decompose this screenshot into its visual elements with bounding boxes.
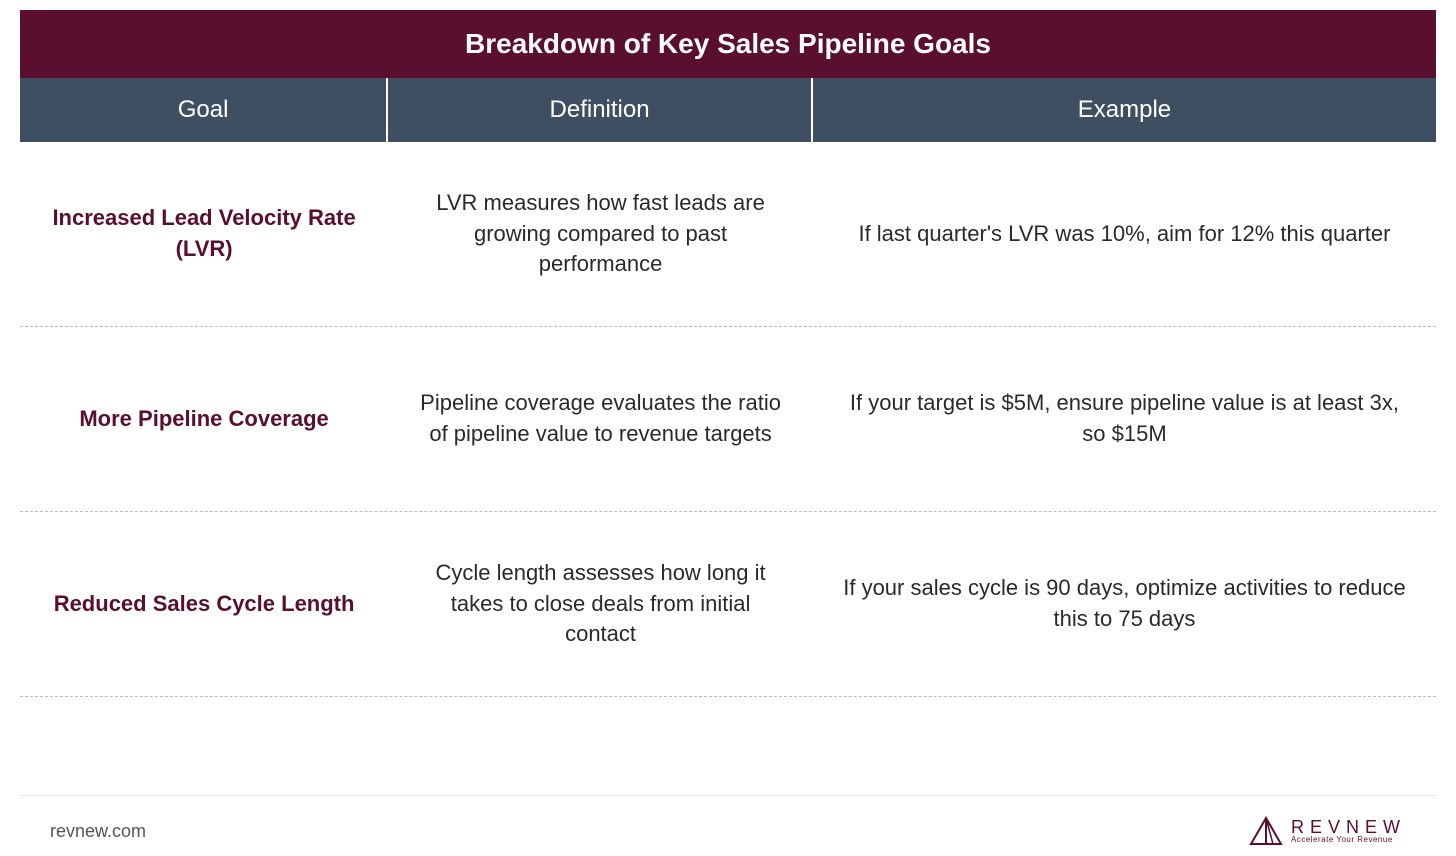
cell-example: If last quarter's LVR was 10%, aim for 1…: [813, 142, 1436, 326]
table-row: More Pipeline Coverage Pipeline coverage…: [20, 327, 1436, 512]
logo-name: REVNEW: [1291, 818, 1406, 836]
pipeline-goals-table: Goal Definition Example Increased Lead V…: [20, 78, 1436, 795]
table-row: Reduced Sales Cycle Length Cycle length …: [20, 512, 1436, 697]
cell-definition: Pipeline coverage evaluates the ratio of…: [388, 327, 813, 511]
logo-text: REVNEW Accelerate Your Revenue: [1291, 818, 1406, 844]
col-header-definition: Definition: [388, 78, 813, 142]
col-header-goal: Goal: [20, 78, 388, 142]
footer: revnew.com REVNEW Accelerate Your Revenu…: [20, 795, 1436, 856]
col-header-example: Example: [813, 78, 1436, 142]
cell-definition: Cycle length assesses how long it takes …: [388, 512, 813, 696]
table-title: Breakdown of Key Sales Pipeline Goals: [20, 10, 1436, 78]
table-header-row: Goal Definition Example: [20, 78, 1436, 142]
logo-tagline: Accelerate Your Revenue: [1291, 836, 1406, 844]
cell-example: If your sales cycle is 90 days, optimize…: [813, 512, 1436, 696]
table-row: Increased Lead Velocity Rate (LVR) LVR m…: [20, 142, 1436, 327]
cell-goal: More Pipeline Coverage: [20, 327, 388, 511]
logo-mark-icon: [1249, 816, 1283, 846]
cell-definition: LVR measures how fast leads are growing …: [388, 142, 813, 326]
cell-example: If your target is $5M, ensure pipeline v…: [813, 327, 1436, 511]
footer-url: revnew.com: [50, 821, 146, 842]
cell-goal: Reduced Sales Cycle Length: [20, 512, 388, 696]
cell-goal: Increased Lead Velocity Rate (LVR): [20, 142, 388, 326]
revnew-logo: REVNEW Accelerate Your Revenue: [1249, 816, 1406, 846]
